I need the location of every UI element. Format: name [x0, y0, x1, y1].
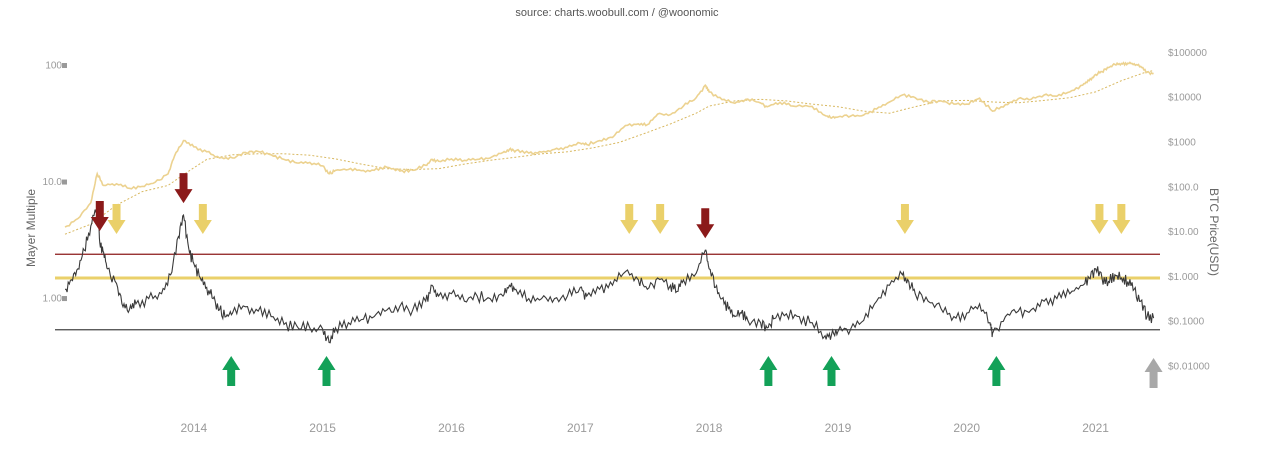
btc-price-line — [64, 61, 1154, 228]
signal-arrows — [90, 173, 1163, 388]
right-tick-label: $0.01000 — [1168, 362, 1210, 373]
current-signal-arrow-up-icon — [1144, 358, 1163, 388]
right-tick-label: $100.0 — [1168, 182, 1199, 193]
bottom-signal-arrow-up-icon — [759, 356, 778, 386]
right-tick-label: $10.00 — [1168, 227, 1199, 238]
right-tick-label: $10000 — [1168, 93, 1202, 104]
warning-signal-arrow-down-icon — [651, 204, 670, 234]
left-tick-label: 100 — [45, 61, 62, 72]
x-tick-label: 2019 — [825, 421, 852, 435]
right-tick-label: $1.000 — [1168, 272, 1199, 283]
right-axis-label: BTC Price(USD) — [1207, 188, 1221, 276]
warning-signal-arrow-down-icon — [193, 204, 212, 234]
left-tick-marker — [62, 296, 67, 302]
price-series — [64, 61, 1154, 235]
x-tick-label: 2021 — [1082, 421, 1109, 435]
warning-signal-arrow-down-icon — [1112, 204, 1131, 234]
warning-signal-arrow-down-icon — [1090, 204, 1109, 234]
x-tick-label: 2014 — [180, 421, 207, 435]
reference-lines — [55, 253, 1160, 331]
x-tick-label: 2017 — [567, 421, 594, 435]
right-tick-label: $1000 — [1168, 137, 1196, 148]
mayer-series — [65, 203, 1155, 344]
left-tick-marker — [62, 63, 67, 69]
left-tick-marker — [62, 179, 67, 185]
right-tick-label: $0.1000 — [1168, 317, 1205, 328]
warning-signal-arrow-down-icon — [620, 204, 639, 234]
top-signal-arrow-down-icon — [696, 208, 715, 239]
left-axis-ticks: 100 10.0 1.00 — [43, 61, 67, 305]
top-signal-arrow-down-icon — [174, 173, 193, 204]
x-tick-label: 2016 — [438, 421, 465, 435]
x-axis-ticks: 2014 2015 2016 2017 2018 2019 2020 2021 — [180, 421, 1109, 435]
mayer-multiple-line — [65, 203, 1155, 344]
x-tick-label: 2015 — [309, 421, 336, 435]
chart-source: source: charts.woobull.com / @woonomic — [515, 7, 719, 19]
left-tick-label: 10.0 — [43, 177, 63, 188]
left-tick-label: 1.00 — [43, 294, 63, 305]
top-signal-arrow-down-icon — [90, 200, 109, 231]
bottom-signal-arrow-up-icon — [987, 356, 1006, 386]
price-200dma-line — [64, 70, 1154, 235]
x-tick-label: 2018 — [696, 421, 723, 435]
right-axis-ticks: $100000 $10000 $1000 $100.0 $10.00 $1.000 $0.1… — [1168, 48, 1210, 373]
warning-signal-arrow-down-icon — [895, 204, 914, 234]
left-axis-label: Mayer Multiple — [24, 189, 38, 267]
warning-signal-arrow-down-icon — [107, 204, 126, 234]
x-tick-label: 2020 — [953, 421, 980, 435]
bottom-signal-arrow-up-icon — [317, 356, 336, 386]
bottom-signal-arrow-up-icon — [222, 356, 241, 386]
bottom-signal-arrow-up-icon — [822, 356, 841, 386]
right-tick-label: $100000 — [1168, 48, 1207, 59]
